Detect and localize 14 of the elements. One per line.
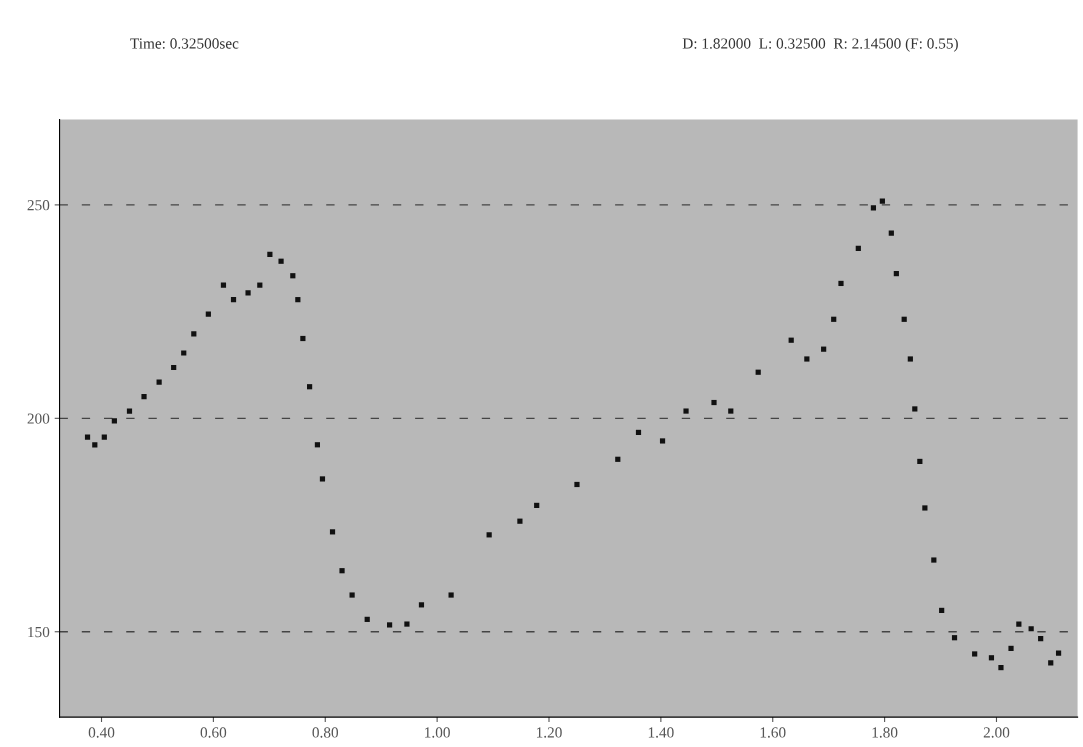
y-tick-label: 150 [28, 626, 50, 638]
x-tick-label: 1.20 [536, 727, 562, 738]
x-tick-label: 0.60 [200, 727, 227, 738]
x-tick-label: 1.80 [872, 727, 898, 738]
x-tick-label: 2.00 [983, 727, 1010, 738]
x-tick-label: 1.40 [648, 727, 674, 738]
x-tick-label: 1.00 [425, 727, 450, 738]
x-tick-label: 0.40 [88, 727, 115, 738]
text: D: 1.82000 L: 0.32500 R: 2.14500 (F: 0.55) [682, 37, 958, 52]
x-tick-label: 0.80 [312, 727, 339, 738]
y-tick-label: 250 [27, 200, 50, 211]
y-tick-label: 200 [27, 413, 50, 424]
x-tick-label: 1.60 [760, 727, 786, 738]
text: Time: 0.32500sec [130, 38, 239, 49]
